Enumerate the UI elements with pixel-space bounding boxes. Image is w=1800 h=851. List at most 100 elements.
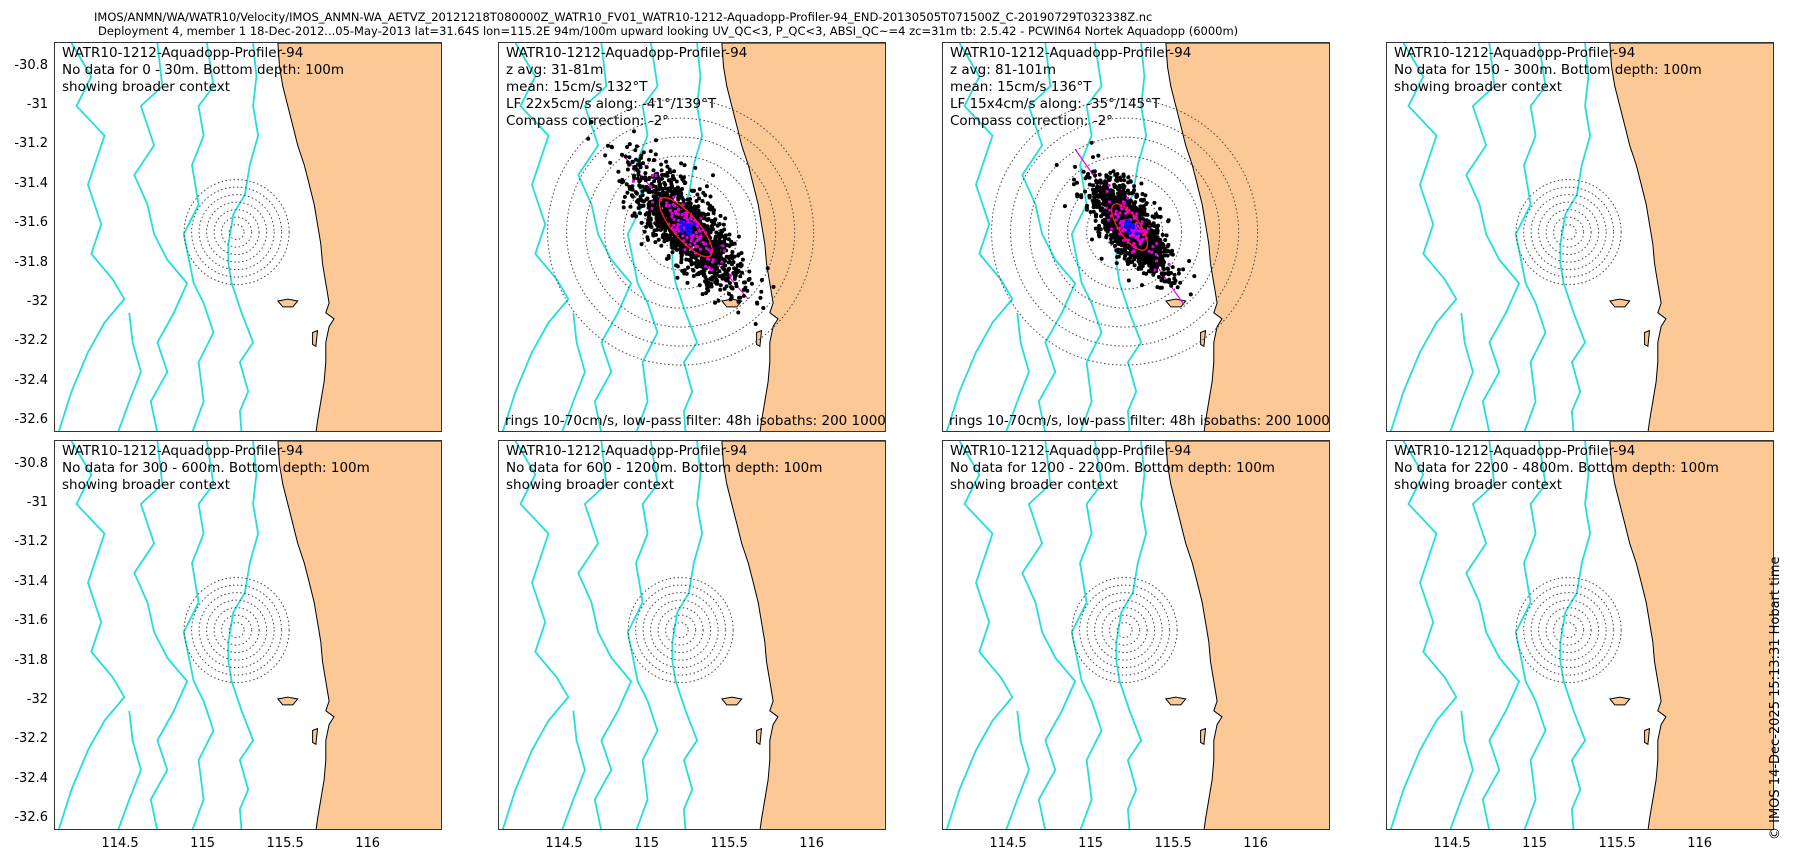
deployment-info-title: Deployment 4, member 1 18-Dec-2012...05-…: [98, 24, 1239, 38]
velocity-point: [1155, 228, 1160, 233]
velocity-point: [1138, 204, 1143, 209]
velocity-point: [1165, 244, 1170, 249]
y-tick-label: -30.8: [14, 455, 48, 471]
velocity-point: [670, 250, 675, 255]
velocity-point: [1105, 222, 1110, 227]
velocity-point: [704, 277, 709, 282]
velocity-point: [1075, 194, 1080, 199]
speed-ring: [1538, 201, 1600, 263]
lowpass-point: [1122, 202, 1126, 206]
lowpass-point: [673, 228, 677, 232]
velocity-point: [623, 154, 628, 159]
velocity-point: [1150, 214, 1155, 219]
velocity-point: [688, 197, 693, 201]
velocity-point: [736, 252, 741, 257]
velocity-point: [736, 299, 741, 304]
velocity-point: [1121, 183, 1125, 187]
velocity-point: [1137, 261, 1142, 266]
lowpass-point: [673, 204, 677, 208]
velocity-point: [1096, 199, 1101, 204]
map-panel: WATR10-1212-Aquadopp-Profiler-94 No data …: [54, 42, 442, 432]
velocity-point: [1126, 175, 1131, 180]
velocity-point: [1125, 251, 1130, 255]
velocity-point: [627, 155, 632, 160]
velocity-point: [1149, 257, 1154, 262]
velocity-point: [625, 145, 629, 149]
lowpass-point: [1140, 220, 1144, 224]
velocity-point: [1160, 257, 1165, 262]
velocity-point: [695, 272, 700, 277]
speed-ring: [1094, 599, 1156, 661]
velocity-point: [712, 218, 717, 222]
velocity-point: [1129, 199, 1134, 204]
velocity-point: [1147, 269, 1151, 274]
annotation-line: showing broader context: [1394, 477, 1563, 493]
velocity-point: [679, 257, 684, 262]
velocity-point: [1144, 218, 1149, 223]
island: [1200, 329, 1207, 348]
velocity-point: [646, 189, 651, 194]
velocity-point: [651, 211, 656, 216]
velocity-point: [1116, 254, 1121, 259]
velocity-point: [1169, 251, 1174, 256]
lowpass-point: [1104, 206, 1108, 210]
velocity-point: [1097, 223, 1102, 228]
velocity-point: [608, 160, 613, 165]
speed-ring: [1560, 224, 1577, 241]
speed-ring: [221, 216, 253, 248]
lowpass-point: [672, 195, 676, 199]
isobath-line: [1449, 312, 1474, 431]
land-mass: [1165, 441, 1329, 829]
velocity-point: [736, 234, 741, 239]
speed-ring: [198, 592, 275, 669]
velocity-point: [680, 245, 685, 250]
x-tick-label: 116: [355, 836, 381, 851]
velocity-point: [1116, 247, 1121, 252]
annotation-line: showing broader context: [62, 79, 231, 95]
velocity-point: [653, 240, 658, 245]
velocity-point: [1132, 263, 1137, 268]
map-canvas: [945, 441, 1329, 829]
lowpass-point: [1140, 238, 1144, 242]
velocity-point: [1172, 272, 1177, 277]
mean-velocity-point: [1125, 224, 1131, 229]
lowpass-point: [685, 235, 689, 240]
lowpass-point: [673, 209, 678, 213]
lowpass-point: [680, 213, 684, 217]
lowpass-point: [664, 204, 668, 208]
annotation-line: WATR10-1212-Aquadopp-Profiler-94: [62, 45, 304, 61]
velocity-point: [735, 270, 740, 275]
velocity-point: [718, 283, 723, 288]
annotation-line: mean: 15cm/s 132°T: [506, 79, 648, 95]
velocity-point: [1169, 271, 1173, 275]
isobath-line: [577, 441, 633, 829]
isobath-line: [945, 441, 1014, 829]
speed-ring: [1010, 117, 1240, 347]
island: [1644, 329, 1651, 348]
velocity-point: [686, 265, 690, 270]
lowpass-point: [1123, 228, 1127, 232]
mean-velocity-point: [692, 222, 697, 227]
annotation-line: showing broader context: [1394, 79, 1563, 95]
velocity-point: [699, 213, 704, 218]
velocity-point: [675, 264, 680, 269]
velocity-point: [645, 235, 650, 240]
variance-ellipse: [1110, 203, 1149, 251]
y-tick-label: -32: [26, 692, 48, 707]
velocity-point: [1099, 191, 1104, 196]
isobath-line: [1021, 43, 1077, 431]
isobath-line: [626, 43, 659, 431]
map-panel: WATR10-1212-Aquadopp-Profiler-94 No data …: [1386, 42, 1774, 432]
mean-velocity-point: [678, 224, 683, 230]
lowpass-point: [675, 226, 679, 230]
velocity-point: [663, 210, 668, 215]
velocity-point: [643, 171, 648, 176]
isobath-line: [182, 43, 215, 431]
lowpass-point: [704, 264, 708, 268]
lowpass-point: [1150, 250, 1154, 254]
velocity-point: [1119, 243, 1124, 248]
velocity-point: [689, 262, 694, 267]
isobath-line: [1514, 43, 1547, 431]
velocity-point: [679, 253, 684, 257]
isobath-line: [1389, 441, 1458, 829]
